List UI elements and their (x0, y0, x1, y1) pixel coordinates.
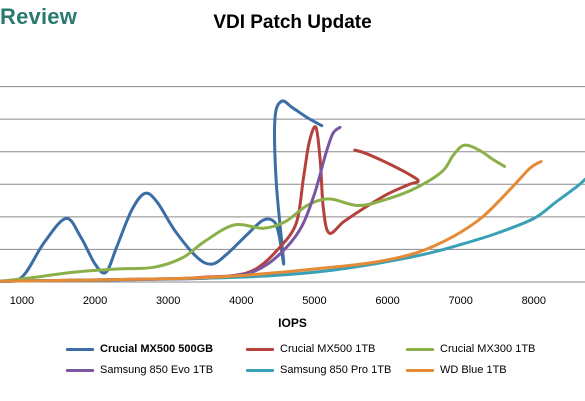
x-tick-label: 8000 (522, 295, 546, 307)
legend-item: Crucial MX500 1TB (246, 343, 406, 355)
legend-label: Crucial MX300 1TB (440, 343, 536, 355)
legend-item: Samsung 850 Evo 1TB (66, 364, 246, 376)
legend-swatch (246, 347, 274, 351)
x-tick-label: 7000 (448, 295, 472, 307)
legend-swatch (406, 368, 434, 372)
chart-legend: Crucial MX500 500GB Crucial MX500 1TB Cruc… (66, 343, 585, 376)
x-tick-label: 1000 (10, 295, 34, 307)
series-line-wd-blue-1tb (0, 160, 543, 283)
legend-item: WD Blue 1TB (406, 364, 566, 376)
x-tick-label: 5000 (302, 295, 326, 307)
legend-swatch (66, 368, 94, 372)
legend-swatch (406, 347, 434, 351)
chart-plot-area: 1000 2000 3000 4000 5000 6000 7000 8000 (0, 86, 585, 307)
series-line-crucial-mx300-1tb (0, 143, 507, 283)
legend-label: Crucial MX500 500GB (100, 343, 214, 355)
x-tick-label: 3000 (156, 295, 180, 307)
series-line-crucial-mx500-500gb (0, 99, 324, 283)
x-tick-label: 2000 (83, 295, 107, 307)
legend-label: WD Blue 1TB (440, 364, 507, 376)
brand-logo-text: Review (0, 4, 78, 29)
chart-title: VDI Patch Update (213, 12, 372, 33)
legend-label: Crucial MX500 1TB (280, 343, 376, 355)
x-tick-label: 6000 (375, 295, 399, 307)
x-tick-label: 4000 (229, 295, 253, 307)
x-axis-label: IOPS (278, 316, 307, 330)
legend-swatch (246, 368, 274, 372)
legend-label: Samsung 850 Evo 1TB (100, 364, 214, 376)
series-line-samsung-850-evo-1tb (0, 125, 342, 283)
legend-label: Samsung 850 Pro 1TB (280, 364, 392, 376)
legend-item: Crucial MX500 500GB (66, 343, 246, 355)
legend-item: Crucial MX300 1TB (406, 343, 566, 355)
legend-swatch (66, 347, 94, 351)
legend-item: Samsung 850 Pro 1TB (246, 364, 406, 376)
